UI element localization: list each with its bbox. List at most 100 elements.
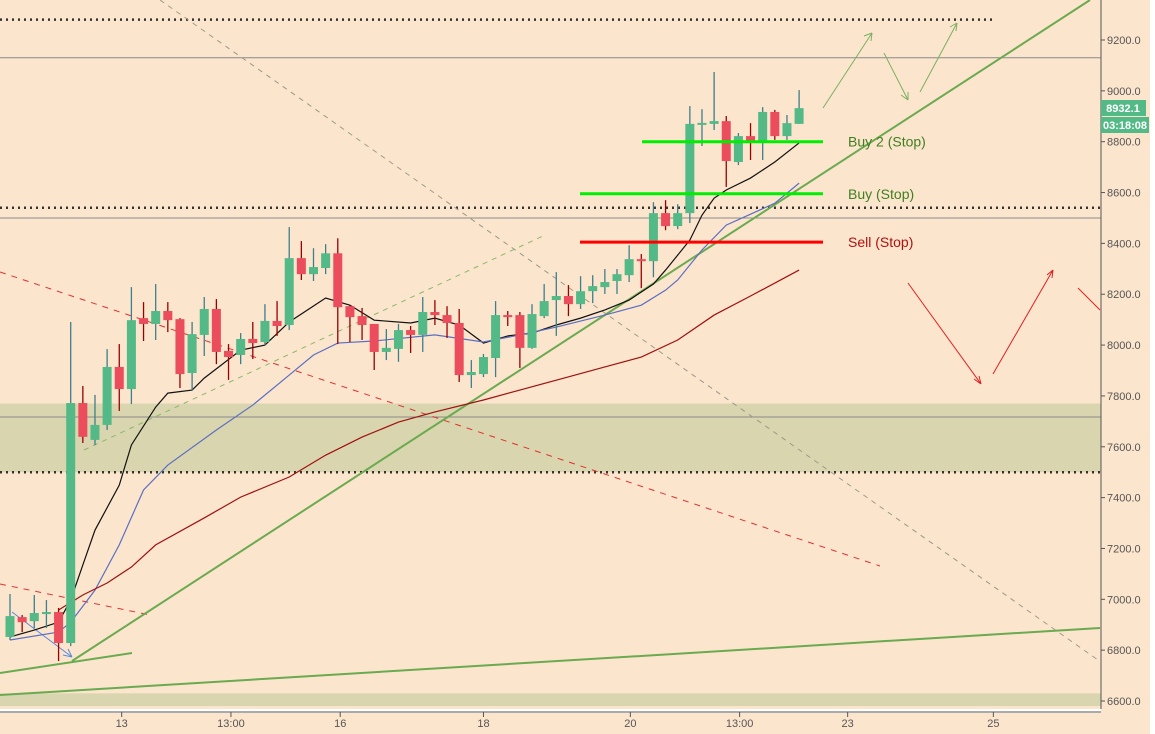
trendline-annotations <box>0 0 1101 696</box>
price-tick-label: 6600.0 <box>1107 696 1141 708</box>
candle-up <box>794 108 804 124</box>
price-tick-label: 9200.0 <box>1107 35 1141 47</box>
candle-down <box>333 253 343 308</box>
candle-up <box>709 121 719 124</box>
candle-up <box>90 424 100 440</box>
candle-down <box>17 617 27 623</box>
candle-down <box>636 259 646 262</box>
trendline-dashed-gray <box>159 0 1099 661</box>
horizontal-levels <box>0 18 1101 474</box>
candle-down <box>139 318 149 324</box>
price-tick-label: 7600.0 <box>1107 442 1141 454</box>
price-axis[interactable]: 6600.0 6800.0 7000.0 7200.0 7400.0 7600.0 7800… <box>1101 35 1141 708</box>
candle-up <box>697 122 707 125</box>
trade-level-label: Buy (Stop) <box>848 186 914 202</box>
price-tick-label: 8200.0 <box>1107 289 1141 301</box>
candle-up <box>418 312 428 335</box>
last-price: 8932.1 <box>1106 103 1140 115</box>
candle-down <box>442 315 452 323</box>
bearish-path-arrows <box>907 269 1101 385</box>
candle-down <box>406 330 416 335</box>
price-tick-label: 7800.0 <box>1107 391 1141 403</box>
price-tick-label: 7400.0 <box>1107 493 1141 505</box>
candle-down <box>563 296 573 305</box>
candle-up <box>551 296 561 301</box>
candle-up <box>309 267 318 275</box>
candle-up <box>187 334 197 374</box>
trendline-main-green <box>71 0 1091 662</box>
candle-up <box>102 366 112 425</box>
price-tick-label: 9000.0 <box>1107 86 1141 98</box>
candle-up <box>733 136 743 163</box>
trendline-dashed-red <box>0 271 881 567</box>
candle-up <box>685 123 695 214</box>
candle-down <box>515 315 525 348</box>
candle-up <box>381 347 391 352</box>
candle-up <box>576 291 586 305</box>
candle-up <box>151 311 161 324</box>
candle-down <box>770 111 780 137</box>
candle-up <box>758 111 768 143</box>
candle-down <box>746 136 756 143</box>
candle-down <box>54 612 64 644</box>
candle-up <box>624 259 634 276</box>
candle-down <box>296 258 306 275</box>
candle-down <box>345 306 355 318</box>
time-tick-label: 18 <box>477 718 489 730</box>
price-tick-label: 7000.0 <box>1107 594 1141 606</box>
candle-up <box>199 308 209 335</box>
candle-up <box>236 338 246 355</box>
candle-up <box>648 213 658 262</box>
candle-down <box>211 308 221 352</box>
trade-levels: Buy 2 (Stop) Buy (Stop) Sell (Stop) <box>580 134 926 250</box>
price-tick-label: 8600.0 <box>1107 188 1141 200</box>
candle-up <box>466 372 476 376</box>
price-tick-label: 8400.0 <box>1107 238 1141 250</box>
candle-down <box>454 322 464 376</box>
candle-down <box>430 312 440 316</box>
candle-up <box>5 616 15 637</box>
candle-down <box>114 366 124 390</box>
candle-up <box>527 314 537 348</box>
time-axis[interactable]: 13 13:00 16 18 20 13:00 23 25 <box>116 712 1000 730</box>
candle-up <box>41 612 51 615</box>
support-zones <box>0 403 1101 707</box>
candle-up <box>600 282 610 288</box>
candle-down <box>78 403 88 437</box>
price-tick-label: 6800.0 <box>1107 645 1141 657</box>
price-tick-label: 7200.0 <box>1107 543 1141 555</box>
candle-up <box>260 320 270 343</box>
trendline-dashed-green <box>83 234 546 451</box>
time-tick-label: 13 <box>116 718 128 730</box>
candle-up <box>393 330 403 349</box>
candle-up <box>782 123 792 137</box>
candle-down <box>163 311 173 321</box>
candle-up <box>284 258 294 325</box>
candle-down <box>272 320 282 327</box>
time-tick-label: 20 <box>624 718 636 730</box>
candles <box>5 72 804 662</box>
candle-up <box>612 274 622 282</box>
price-tick-label: 8800.0 <box>1107 137 1141 149</box>
candle-down <box>357 316 367 325</box>
candle-down <box>224 350 234 358</box>
last-price-badge: 8932.1 03:18:08 <box>1101 100 1149 133</box>
trendline-short-green <box>0 652 133 674</box>
time-tick-label: 23 <box>842 718 854 730</box>
moving-average-line <box>58 269 800 611</box>
candle-down <box>661 213 671 227</box>
bullish-path-arrows <box>822 22 958 109</box>
candle-up <box>321 253 331 269</box>
price-tick-label: 8000.0 <box>1107 340 1141 352</box>
support-zone <box>0 403 1101 473</box>
candle-up <box>491 315 501 359</box>
support-zone <box>0 693 1101 707</box>
candle-up <box>478 357 488 375</box>
trade-level-label: Sell (Stop) <box>848 234 913 250</box>
trade-level-label: Buy 2 (Stop) <box>848 134 926 150</box>
time-tick-label: 25 <box>987 718 999 730</box>
candle-up <box>673 213 683 227</box>
time-tick-label: 13:00 <box>726 718 754 730</box>
trendline-base-green <box>0 627 1101 696</box>
